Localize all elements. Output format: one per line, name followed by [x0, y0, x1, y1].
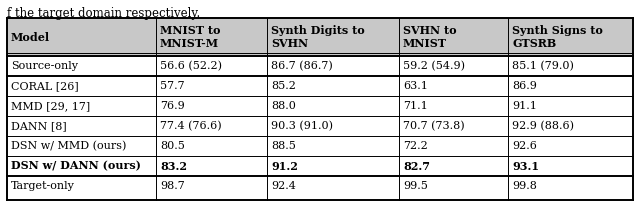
Text: 88.0: 88.0: [271, 101, 296, 111]
Text: 90.3 (91.0): 90.3 (91.0): [271, 121, 333, 131]
Text: DSN w/ DANN (ours): DSN w/ DANN (ours): [11, 160, 141, 172]
Text: 72.2: 72.2: [403, 141, 428, 151]
Text: DANN [8]: DANN [8]: [11, 121, 67, 131]
Text: 70.7 (73.8): 70.7 (73.8): [403, 121, 465, 131]
Text: MNIST to
MNIST-M: MNIST to MNIST-M: [160, 25, 221, 49]
Text: SVHN to
MNIST: SVHN to MNIST: [403, 25, 456, 49]
Text: 85.2: 85.2: [271, 81, 296, 91]
Text: 59.2 (54.9): 59.2 (54.9): [403, 61, 465, 71]
Text: 71.1: 71.1: [403, 101, 428, 111]
Bar: [7, 56, 633, 200]
Text: 91.2: 91.2: [271, 160, 298, 172]
Text: 77.4 (76.6): 77.4 (76.6): [160, 121, 221, 131]
Text: 92.6: 92.6: [513, 141, 538, 151]
Text: 63.1: 63.1: [403, 81, 428, 91]
Text: Target-only: Target-only: [11, 181, 75, 191]
Text: Source-only: Source-only: [11, 61, 78, 71]
Text: 88.5: 88.5: [271, 141, 296, 151]
Bar: [7, 18, 633, 56]
Text: 86.7 (86.7): 86.7 (86.7): [271, 61, 333, 71]
Text: 98.7: 98.7: [160, 181, 185, 191]
Text: 76.9: 76.9: [160, 101, 185, 111]
Text: 57.7: 57.7: [160, 81, 184, 91]
Text: Synth Signs to
GTSRB: Synth Signs to GTSRB: [513, 25, 604, 49]
Text: 93.1: 93.1: [513, 160, 540, 172]
Text: 92.9 (88.6): 92.9 (88.6): [513, 121, 575, 131]
Text: 99.8: 99.8: [513, 181, 538, 191]
Text: CORAL [26]: CORAL [26]: [11, 81, 79, 91]
Text: DSN w/ MMD (ours): DSN w/ MMD (ours): [11, 141, 126, 151]
Text: 82.7: 82.7: [403, 160, 430, 172]
Text: 92.4: 92.4: [271, 181, 296, 191]
Text: 91.1: 91.1: [513, 101, 538, 111]
Text: 85.1 (79.0): 85.1 (79.0): [513, 61, 574, 71]
Text: MMD [29, 17]: MMD [29, 17]: [11, 101, 90, 111]
Text: 99.5: 99.5: [403, 181, 428, 191]
Text: 83.2: 83.2: [160, 160, 187, 172]
Text: f the target domain respectively.: f the target domain respectively.: [7, 7, 200, 20]
Text: 86.9: 86.9: [513, 81, 538, 91]
Text: 56.6 (52.2): 56.6 (52.2): [160, 61, 222, 71]
Text: Synth Digits to
SVHN: Synth Digits to SVHN: [271, 25, 365, 49]
Text: 80.5: 80.5: [160, 141, 185, 151]
Text: Model: Model: [11, 32, 50, 42]
